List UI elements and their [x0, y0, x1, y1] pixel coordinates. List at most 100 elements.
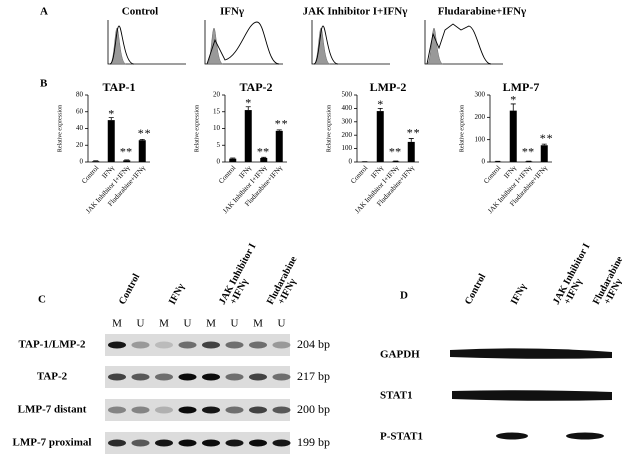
y-tick-label: 10: [213, 124, 221, 132]
lane-label: U: [278, 318, 286, 330]
gel-band: [225, 341, 244, 349]
significance-marker: *: [395, 145, 401, 159]
bar: [376, 111, 384, 162]
bar: [509, 110, 517, 162]
significance-marker: *: [120, 145, 126, 159]
band-size: 217 bp: [297, 369, 330, 383]
flow-axis: [311, 20, 390, 65]
y-tick-label: 200: [342, 131, 353, 139]
bar: [525, 161, 533, 162]
significance-marker: *: [547, 131, 553, 145]
y-tick-label: 0: [482, 158, 486, 166]
y-tick-label: 500: [342, 91, 353, 99]
error-bar: [377, 108, 383, 112]
bar: [244, 110, 252, 162]
gel-strip: [105, 432, 290, 454]
significance-marker: *: [528, 145, 534, 159]
bar: [407, 141, 415, 162]
gel-band: [155, 406, 173, 414]
flow-axis: [424, 20, 503, 65]
gel-band: [249, 373, 267, 381]
bar: [107, 120, 115, 162]
error-bar: [261, 156, 267, 158]
flow-label: Control: [122, 6, 158, 18]
lane-label: U: [137, 318, 145, 330]
y-axis-title: Relative expression: [326, 105, 332, 152]
flow-histogram: [426, 23, 492, 65]
blot-label: STAT1: [380, 390, 413, 402]
significance-marker: *: [108, 106, 114, 120]
gel-condition: IFNγ: [167, 282, 187, 307]
lane-label: M: [253, 318, 263, 330]
bar: [260, 157, 268, 162]
gel-band: [272, 341, 291, 349]
gel-row-label: TAP-2: [37, 371, 68, 383]
bar: [540, 145, 548, 162]
gel-band: [108, 373, 126, 381]
band-size: 204 bp: [297, 337, 330, 351]
lane-label: M: [159, 318, 169, 330]
y-tick-label: 60: [76, 107, 84, 115]
significance-marker: *: [263, 145, 269, 159]
y-tick-label: 5: [217, 141, 221, 149]
lane-label: U: [184, 318, 192, 330]
x-tick-label: Control: [482, 164, 502, 185]
gel-row-label: TAP-1/LMP-2: [18, 339, 86, 351]
y-tick-label: 20: [76, 141, 84, 149]
flow-axis: [107, 20, 186, 65]
gel-band: [202, 373, 220, 381]
gel-band: [155, 341, 173, 349]
flow-histogram: [313, 25, 339, 65]
y-axis-title: Relative expression: [459, 105, 465, 152]
flow-label: Fludarabine+IFNγ: [438, 6, 526, 18]
bar: [138, 140, 146, 162]
panel-label: D: [400, 290, 408, 302]
bar: [392, 161, 400, 162]
lane-label: U: [231, 318, 239, 330]
gel-row-label: LMP-7 proximal: [13, 437, 92, 449]
gel-condition: Control: [117, 272, 142, 307]
significance-marker: *: [510, 93, 516, 107]
x-tick-label: Control: [349, 164, 369, 185]
blot-band: [496, 432, 528, 440]
western-condition: Control: [463, 272, 488, 307]
gel-band: [178, 406, 197, 414]
significance-marker: *: [414, 125, 420, 139]
error-bar: [139, 138, 145, 141]
error-bar: [408, 138, 414, 142]
y-tick-label: 0: [217, 158, 221, 166]
y-tick-label: 100: [475, 135, 486, 143]
gel-band: [202, 439, 220, 447]
panel-label: A: [40, 6, 48, 18]
gel-band: [272, 406, 291, 414]
gel-band: [202, 406, 220, 414]
significance-marker: *: [389, 145, 395, 159]
gel-band: [131, 341, 150, 349]
flow-axis: [204, 20, 283, 65]
y-tick-label: 40: [76, 124, 84, 132]
gel-band: [249, 406, 267, 414]
blot-band: [566, 432, 604, 440]
error-bar: [276, 129, 282, 131]
y-tick-label: 200: [475, 113, 486, 121]
y-axis-title: Relative expression: [194, 105, 200, 152]
gel-band: [225, 439, 244, 447]
blot-band: [452, 390, 612, 401]
gel-band: [155, 373, 173, 381]
gel-band: [249, 439, 267, 447]
y-tick-label: 15: [213, 107, 221, 115]
flow-label: JAK Inhibitor I+IFNγ: [303, 6, 408, 18]
isotype-peak: [426, 27, 444, 65]
bar: [92, 161, 100, 162]
flow-histogram: [206, 21, 280, 65]
y-tick-label: 300: [342, 117, 353, 125]
gel-band: [178, 341, 197, 349]
gel-strip: [105, 366, 290, 388]
x-tick-label: Control: [217, 164, 237, 185]
significance-marker: *: [145, 126, 151, 140]
gel-band: [131, 373, 150, 381]
y-axis-title: Relative expression: [57, 105, 63, 152]
significance-marker: *: [126, 145, 132, 159]
significance-marker: *: [522, 145, 528, 159]
